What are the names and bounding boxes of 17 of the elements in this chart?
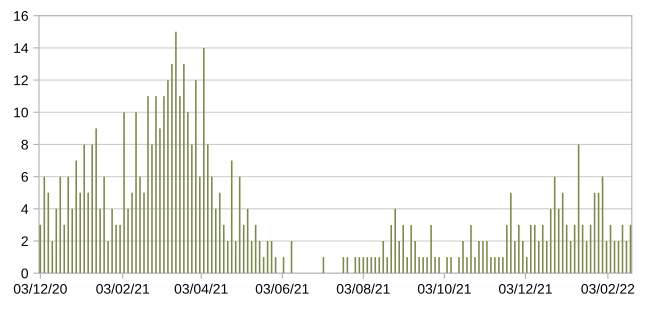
x-tick-label: 03/12/21 bbox=[498, 284, 552, 294]
x-tick-label: 03/02/21 bbox=[96, 284, 150, 294]
y-tick-label: 0 bbox=[21, 268, 28, 278]
x-tick-label: 03/12/20 bbox=[14, 284, 67, 294]
y-tick-label: 16 bbox=[14, 11, 28, 21]
y-tick-label: 8 bbox=[21, 140, 28, 150]
y-tick-label: 12 bbox=[14, 75, 28, 86]
y-tick-label: 6 bbox=[22, 172, 28, 182]
x-tick-label: 03/08/21 bbox=[336, 284, 390, 294]
x-tick-label: 03/02/22 bbox=[581, 284, 634, 294]
y-tick-label: 14 bbox=[14, 43, 28, 53]
y-tick-label: 10 bbox=[14, 108, 28, 118]
y-tick-label: 4 bbox=[21, 204, 28, 214]
x-tick-label: 03/06/21 bbox=[256, 284, 309, 294]
x-tick-label: 03/10/21 bbox=[418, 284, 471, 294]
y-tick-label: 2 bbox=[22, 236, 28, 246]
x-tick-label: 03/04/21 bbox=[174, 284, 228, 294]
